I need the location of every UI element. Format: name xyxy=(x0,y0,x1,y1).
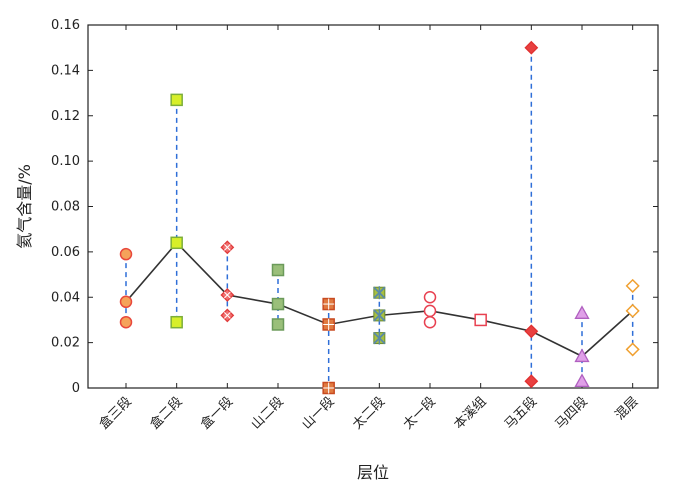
x-tick-label: 山一段 xyxy=(299,394,337,432)
max-point xyxy=(574,305,590,319)
mean-point xyxy=(271,297,285,311)
x-tick-label: 山二段 xyxy=(249,394,287,432)
min-point xyxy=(373,331,386,345)
data-markers xyxy=(119,40,640,395)
x-tick-label: 太二段 xyxy=(350,394,388,432)
mean-point xyxy=(625,303,640,318)
min-point xyxy=(220,308,235,323)
y-tick-label: 0.16 xyxy=(51,18,80,33)
y-axis-title: 氦气含量/% xyxy=(15,164,34,249)
axes xyxy=(87,24,659,389)
data-point-本溪组 xyxy=(474,313,487,327)
mean-point xyxy=(220,288,235,302)
max-point xyxy=(373,286,386,300)
y-tick-label: 0.12 xyxy=(51,109,80,124)
marker-hatch xyxy=(223,243,231,251)
max-point xyxy=(170,93,183,107)
mean-point xyxy=(119,295,133,309)
y-tick-label: 0.08 xyxy=(51,200,80,215)
min-point xyxy=(322,381,335,395)
mean-point xyxy=(423,304,437,318)
y-tick-label: 0.14 xyxy=(51,63,80,78)
x-tick-label: 盒三段 xyxy=(96,394,135,433)
min-point xyxy=(574,373,590,388)
x-tick-label: 盒二段 xyxy=(147,394,186,433)
y-tick-label: 0.04 xyxy=(51,290,80,305)
min-point xyxy=(271,318,285,331)
marker-hatch xyxy=(223,312,231,319)
max-point xyxy=(119,247,133,261)
x-tick-label: 盒一段 xyxy=(197,394,236,433)
max-point xyxy=(524,40,539,55)
mean-point xyxy=(170,236,183,250)
mean-point xyxy=(322,318,335,331)
x-axis-title: 层位 xyxy=(357,463,389,482)
mean-point xyxy=(574,348,590,363)
min-point xyxy=(625,342,640,357)
min-point xyxy=(170,315,183,329)
max-point xyxy=(625,278,640,293)
min-point xyxy=(423,315,437,329)
marker-hatch xyxy=(223,291,231,299)
x-tick-label: 本溪组 xyxy=(451,394,489,432)
x-tick-label: 混层 xyxy=(612,394,641,423)
min-point xyxy=(119,315,133,329)
labels: 0 0.02 0.04 0.06 0.08 0.10 0.12 0.14 0.16 盒三段 盒二段盒… xyxy=(15,18,641,482)
max-point xyxy=(271,263,285,277)
y-tick-label: 0 xyxy=(72,381,80,396)
y-tick-label: 0.06 xyxy=(51,245,80,260)
min-point xyxy=(524,374,539,389)
mean-point xyxy=(524,324,539,339)
x-tick-label: 马五段 xyxy=(502,394,540,432)
y-tick-label: 0.02 xyxy=(51,336,80,351)
max-point xyxy=(423,291,437,304)
x-tick-label: 太一段 xyxy=(401,394,439,432)
mean-point xyxy=(373,308,386,322)
max-point xyxy=(322,297,335,311)
max-point xyxy=(220,240,235,255)
y-tick-label: 0.10 xyxy=(51,154,80,169)
x-tick-label: 马四段 xyxy=(553,394,591,432)
plot-frame xyxy=(87,24,659,389)
